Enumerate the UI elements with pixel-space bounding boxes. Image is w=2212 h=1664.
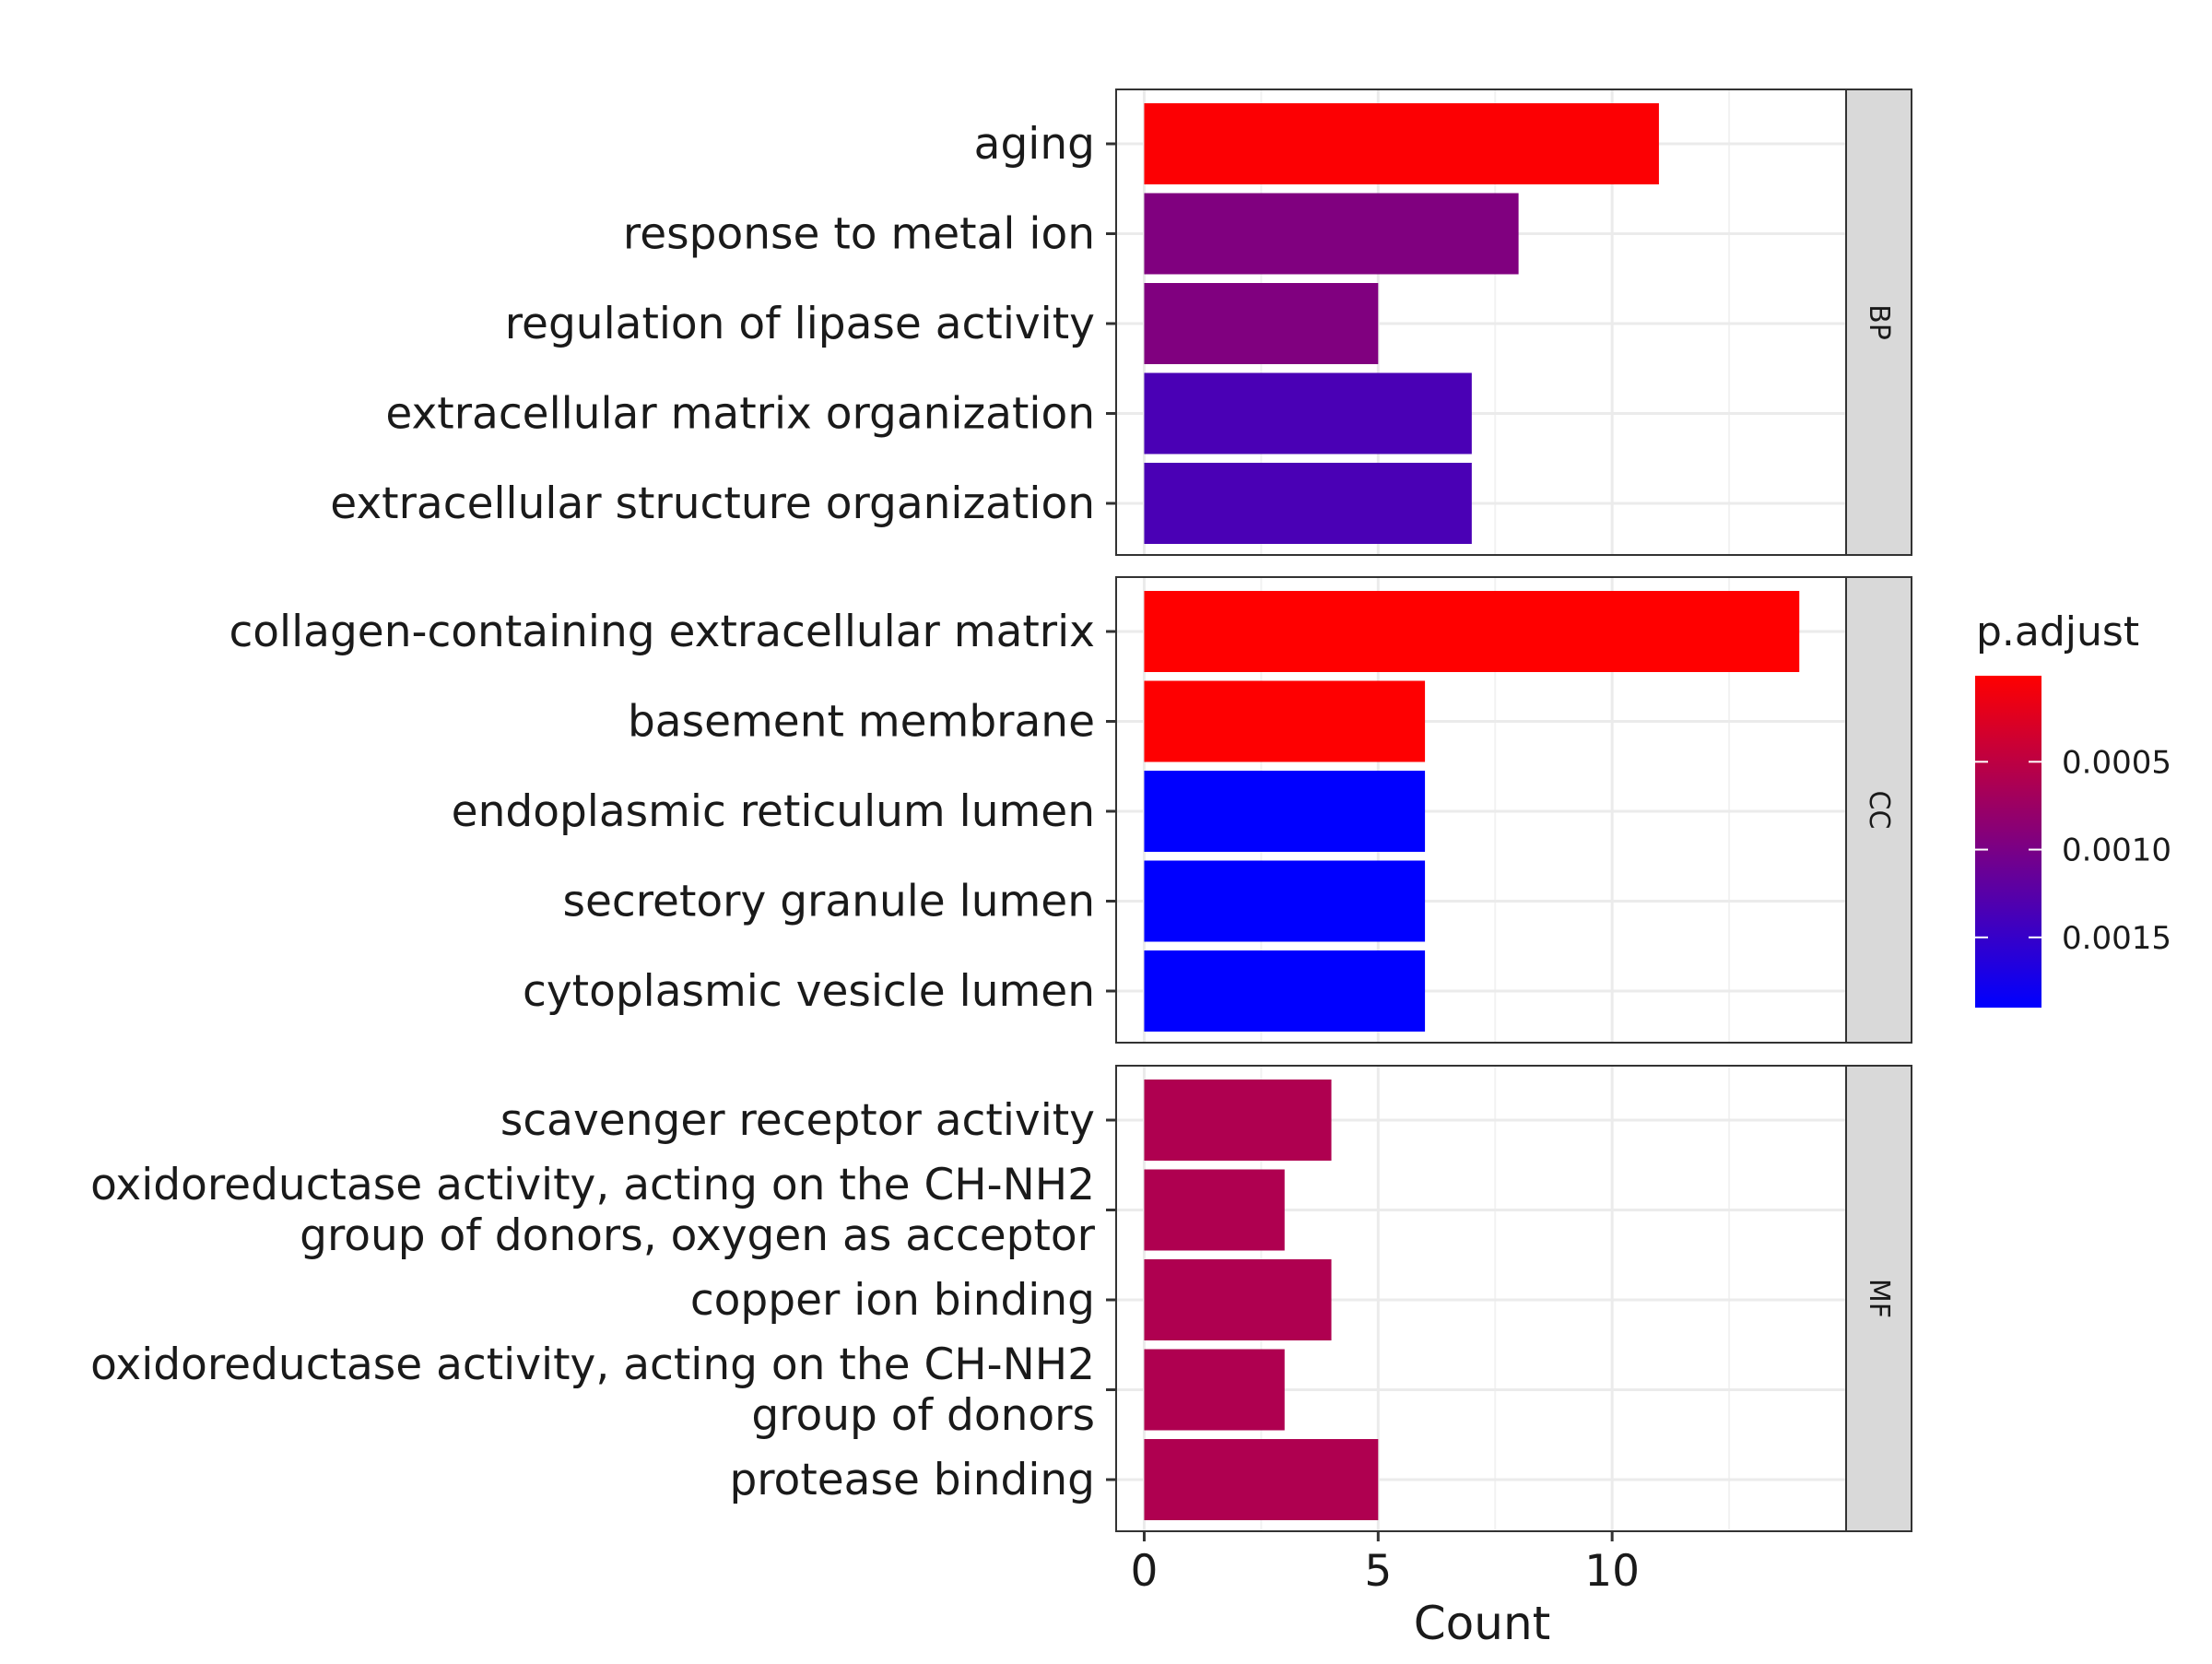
bar — [1144, 1259, 1332, 1340]
x-tick-label: 0 — [1131, 1546, 1159, 1597]
category-label: collagen-containing extracellular matrix — [229, 607, 1095, 657]
category-label: secretory granule lumen — [563, 877, 1096, 927]
facet-panel-bp: aging response to metal ion regulation of … — [330, 89, 1912, 556]
facet-strip — [1845, 576, 1912, 1044]
category-label: response to metal ion — [623, 209, 1095, 260]
x-axis: 0 5 10 — [1131, 1531, 1640, 1597]
bar — [1144, 1080, 1332, 1161]
bar — [1144, 1439, 1379, 1520]
bar — [1144, 771, 1426, 852]
facet-strip — [1845, 1065, 1912, 1532]
x-axis-title: Count — [1414, 1597, 1551, 1650]
category-label: protease binding — [729, 1455, 1095, 1505]
legend-title: p.adjust — [1976, 608, 2139, 655]
facet-strip-label: MF — [1863, 1279, 1895, 1318]
bar — [1144, 283, 1379, 364]
legend-tick-label: 0.0015 — [2062, 920, 2171, 957]
bar — [1144, 1169, 1285, 1251]
category-label: extracellular matrix organization — [385, 389, 1095, 440]
bar — [1144, 372, 1472, 454]
category-label: endoplasmic reticulum lumen — [452, 786, 1095, 837]
facet-strip-label: CC — [1863, 791, 1895, 830]
legend-colorbar — [1975, 676, 2041, 1008]
category-label: cytoplasmic vesicle lumen — [523, 966, 1095, 1017]
facet-strip-label: BP — [1863, 304, 1895, 340]
color-legend: p.adjust 0.0005 0.0010 0.0015 — [1975, 608, 2171, 1008]
x-tick-label: 5 — [1364, 1546, 1392, 1597]
category-label: copper ion binding — [690, 1275, 1095, 1326]
bar — [1144, 103, 1659, 184]
legend-tick-label: 0.0005 — [2062, 744, 2171, 781]
bar — [1144, 680, 1426, 762]
bar — [1144, 1349, 1285, 1431]
legend-ticks: 0.0005 0.0010 0.0015 — [1975, 744, 2171, 957]
facet-panel-mf: scavenger receptor activity oxidoreductas… — [90, 1065, 1912, 1532]
category-label: regulation of lipase activity — [505, 299, 1095, 349]
category-label: extracellular structure organization — [330, 478, 1095, 529]
bar — [1144, 950, 1426, 1032]
category-label: scavenger receptor activity — [500, 1095, 1095, 1146]
category-label: oxidoreductase activity, acting on the C… — [90, 1160, 1096, 1261]
bar — [1144, 193, 1519, 275]
category-label: aging — [974, 119, 1095, 170]
bar — [1144, 860, 1426, 942]
category-label: oxidoreductase activity, acting on the C… — [90, 1339, 1095, 1441]
x-tick-label: 10 — [1584, 1546, 1640, 1597]
category-label: basement membrane — [628, 697, 1095, 748]
facet-strip — [1845, 89, 1912, 556]
bar — [1144, 591, 1800, 672]
legend-tick-label: 0.0010 — [2062, 832, 2171, 869]
bar — [1144, 463, 1472, 544]
facet-panels: aging response to metal ion regulation of … — [90, 89, 1912, 1532]
facet-panel-cc: collagen-containing extracellular matrix… — [229, 576, 1912, 1044]
